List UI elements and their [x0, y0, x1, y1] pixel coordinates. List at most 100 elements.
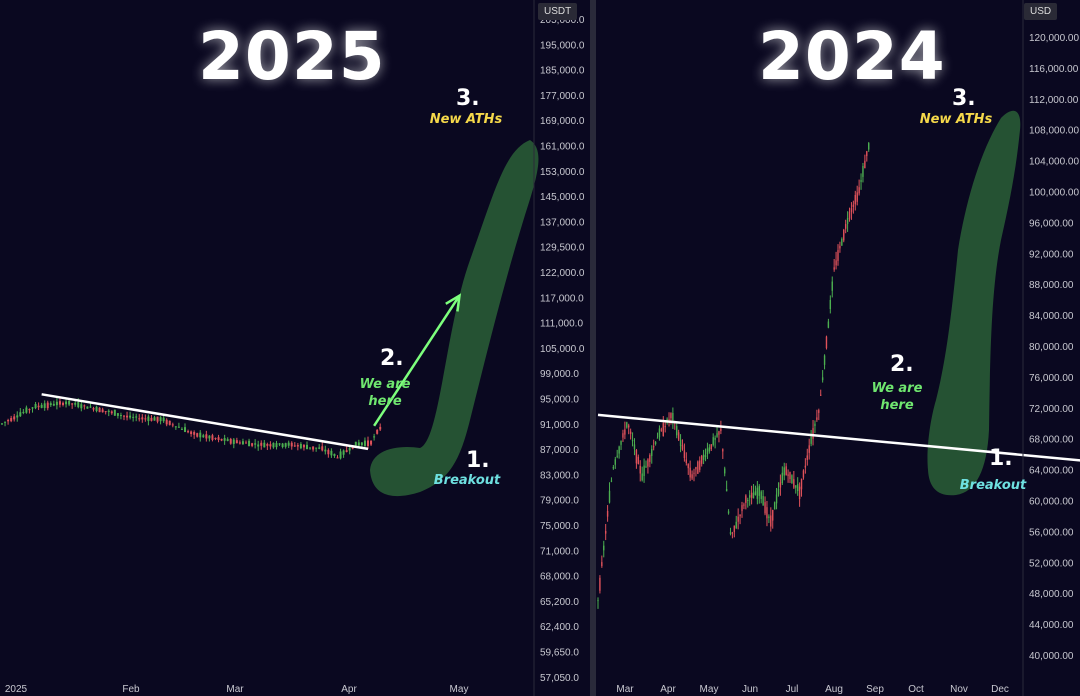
candle-body	[168, 420, 171, 425]
y-tick-label: 64,000.00	[1029, 466, 1074, 477]
candle-body	[798, 486, 801, 500]
candle-body	[208, 435, 211, 439]
y-tick-label: 71,000.0	[540, 546, 579, 557]
candle-body	[31, 407, 34, 409]
candle-body	[13, 416, 16, 420]
step2-label-a: We are	[359, 377, 411, 392]
candle-body	[16, 415, 19, 418]
candle-body	[706, 448, 709, 455]
candle-body	[810, 436, 812, 444]
candle-body	[639, 465, 641, 474]
candle-body	[177, 426, 180, 428]
chart-title-2024: 2024	[758, 18, 946, 95]
breakout-zone	[927, 110, 1021, 496]
candle-body	[841, 238, 843, 246]
candle-body	[309, 447, 312, 449]
candle-body	[153, 417, 156, 421]
candle-body	[360, 442, 363, 446]
candle-body	[370, 440, 373, 445]
candle-body	[773, 502, 776, 510]
candle-body	[162, 417, 165, 422]
candle-body	[132, 416, 135, 418]
candle-body	[342, 450, 345, 455]
candle-body	[833, 267, 835, 270]
candle-body	[196, 433, 199, 437]
candle-body	[724, 468, 726, 474]
candle-body	[827, 321, 830, 328]
candle-body	[818, 410, 820, 413]
candle-body	[654, 442, 657, 445]
candle-body	[606, 510, 609, 517]
y-tick-label: 95,000.0	[540, 395, 579, 406]
candle-body	[681, 445, 684, 450]
candle-body	[670, 413, 672, 419]
x-tick-label: Oct	[908, 684, 924, 695]
candle-body	[787, 474, 789, 476]
currency-tag: USD	[1024, 3, 1058, 20]
candle-body	[34, 404, 37, 409]
candle-body	[367, 440, 369, 447]
y-tick-label: 44,000.00	[1029, 620, 1074, 631]
x-tick-label: Jul	[786, 684, 799, 695]
y-tick-label: 62,400.0	[540, 622, 579, 633]
candle-body	[49, 403, 52, 406]
candle-body	[62, 402, 64, 405]
candle-body	[618, 446, 620, 454]
panel-divider	[590, 0, 596, 696]
candle-body	[327, 449, 330, 455]
candle-body	[612, 467, 615, 469]
chart-title-2025: 2025	[198, 18, 386, 95]
chart-2025-canvas: 205,000.0 195,000.0 185,000.0 177,000.0 169,…	[1, 0, 585, 696]
candle-body	[604, 530, 607, 534]
candle-body	[839, 245, 841, 249]
candle-body	[7, 420, 10, 422]
candle-body	[629, 431, 632, 434]
candle-body	[315, 447, 318, 449]
x-tick-label: Mar	[226, 684, 244, 695]
y-tick-label: 59,650.0	[540, 648, 579, 659]
candle-body	[95, 406, 98, 412]
candle-body	[702, 454, 705, 460]
candle-body	[829, 299, 832, 310]
candle-body	[266, 443, 269, 446]
candle-body	[205, 434, 208, 439]
candle-body	[697, 461, 699, 474]
currency-tag: USDT	[538, 3, 578, 20]
candle-body	[58, 401, 61, 405]
y-tick-label: 60,000.00	[1029, 497, 1074, 508]
candle-body	[144, 418, 147, 420]
candle-body	[622, 433, 624, 438]
candle-body	[321, 446, 324, 451]
candle-body	[226, 439, 229, 441]
candle-body	[257, 444, 260, 447]
candle-body	[785, 466, 787, 475]
candle-body	[668, 419, 670, 421]
candle-body	[731, 532, 734, 534]
x-tick-label: Sep	[866, 684, 884, 695]
candle-body	[345, 450, 348, 452]
candle-body	[858, 187, 860, 194]
candle-body	[193, 432, 196, 435]
candle-body	[662, 423, 664, 437]
candle-body	[71, 403, 74, 405]
y-tick-label: 161,000.0	[540, 142, 585, 153]
y-tick-label: 79,000.0	[540, 496, 579, 507]
candle-body	[775, 494, 778, 504]
candle-body	[138, 418, 141, 420]
candle-body	[126, 415, 129, 418]
candle-body	[348, 448, 351, 451]
candle-body	[150, 417, 153, 421]
candle-body	[379, 426, 382, 430]
candle-body	[679, 439, 682, 447]
y-tick-label: 120,000.00	[1029, 33, 1079, 44]
candle-body	[825, 336, 828, 349]
y-tick-label: 129,500.0	[540, 243, 585, 254]
trendline	[597, 413, 1080, 462]
candle-body	[647, 459, 649, 467]
candle-body	[831, 281, 833, 291]
chart-panel-2025: 205,000.0 195,000.0 185,000.0 177,000.0 169,…	[1, 0, 585, 696]
candle-body	[741, 505, 743, 512]
y-tick-label: 145,000.0	[540, 192, 585, 203]
candle-body	[766, 507, 768, 519]
step1-label: Breakout	[959, 478, 1027, 493]
